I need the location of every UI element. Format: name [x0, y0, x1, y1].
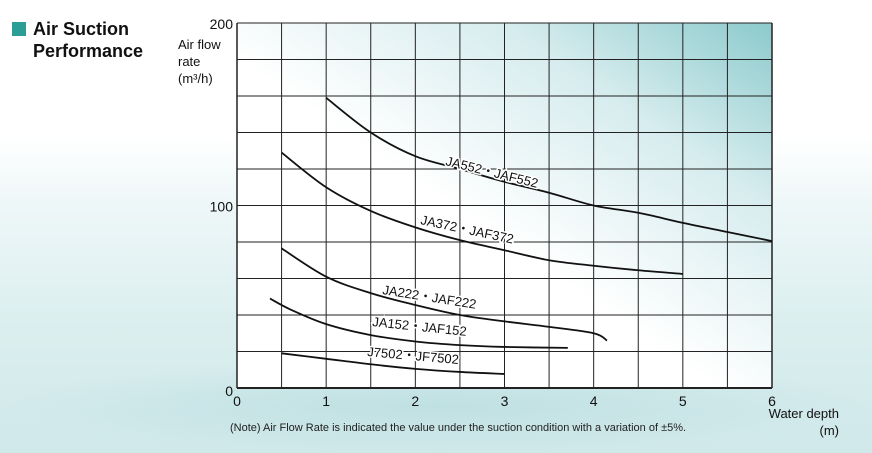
series-line [281, 247, 608, 342]
y-axis-label: (m³/h) [178, 71, 213, 86]
series-line [325, 97, 773, 242]
series-line [281, 151, 683, 275]
y-axis-label: rate [178, 54, 200, 69]
series-line [269, 297, 568, 349]
x-tick-label: 2 [411, 393, 419, 409]
y-tick-label: 200 [210, 16, 234, 32]
x-tick-label: 4 [590, 393, 598, 409]
y-tick-label: 0 [225, 383, 233, 399]
x-axis-label: (m) [820, 423, 840, 438]
series-group [269, 97, 773, 375]
y-axis-label: Air flow [178, 37, 221, 52]
x-tick-label: 3 [501, 393, 509, 409]
footnote: (Note) Air Flow Rate is indicated the va… [230, 422, 687, 434]
x-tick-label: 1 [322, 393, 330, 409]
title-square-icon [12, 22, 26, 36]
x-tick-label: 0 [233, 393, 241, 409]
x-axis-label: Water depth [769, 406, 839, 421]
y-tick-label: 100 [210, 199, 234, 215]
x-tick-label: 6 [768, 393, 776, 409]
series-line [281, 352, 505, 375]
axis-labels: 0 1 2 3 4 5 6 100 200 0 Air flow rate (m³/h) Water de… [178, 16, 839, 438]
grid [236, 22, 773, 389]
chart-title: Air Suction Performance [33, 19, 144, 61]
x-tick-label: 5 [679, 393, 687, 409]
